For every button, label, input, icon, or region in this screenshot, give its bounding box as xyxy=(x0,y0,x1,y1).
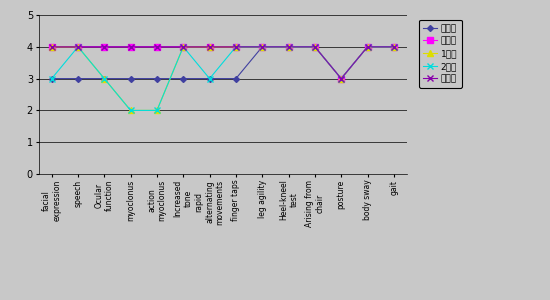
入院時 xyxy=(48,77,55,80)
1週間 xyxy=(127,109,134,112)
1週間 xyxy=(153,109,160,112)
治療前 xyxy=(48,45,55,49)
入院時 xyxy=(75,77,81,80)
1週間 xyxy=(48,45,55,49)
治療前 xyxy=(75,45,81,49)
2週間 xyxy=(48,77,55,80)
入院時 xyxy=(390,45,397,49)
Line: 1週間: 1週間 xyxy=(48,43,397,114)
入院時 xyxy=(259,45,266,49)
2週間 xyxy=(101,77,108,80)
2週間 xyxy=(338,77,344,80)
終了後 xyxy=(153,45,160,49)
1週間 xyxy=(390,45,397,49)
1週間 xyxy=(206,45,213,49)
2週間 xyxy=(259,45,266,49)
2週間 xyxy=(180,45,186,49)
治療前 xyxy=(233,45,239,49)
終了後 xyxy=(75,45,81,49)
Line: 2週間: 2週間 xyxy=(48,43,397,114)
終了後 xyxy=(311,45,318,49)
2週間 xyxy=(206,77,213,80)
2週間 xyxy=(233,45,239,49)
入院時 xyxy=(285,45,292,49)
終了後 xyxy=(285,45,292,49)
入院時 xyxy=(338,77,344,80)
1週間 xyxy=(233,45,239,49)
1週間 xyxy=(285,45,292,49)
2週間 xyxy=(364,45,371,49)
治療前 xyxy=(311,45,318,49)
入院時 xyxy=(206,77,213,80)
終了後 xyxy=(48,45,55,49)
2週間 xyxy=(153,109,160,112)
治療前 xyxy=(153,45,160,49)
1週間 xyxy=(101,77,108,80)
終了後 xyxy=(390,45,397,49)
治療前 xyxy=(101,45,108,49)
治療前 xyxy=(338,77,344,80)
終了後 xyxy=(233,45,239,49)
治療前 xyxy=(390,45,397,49)
治療前 xyxy=(364,45,371,49)
1週間 xyxy=(311,45,318,49)
Line: 終了後: 終了後 xyxy=(48,43,397,82)
治療前 xyxy=(285,45,292,49)
Line: 入院時: 入院時 xyxy=(50,45,396,81)
2週間 xyxy=(127,109,134,112)
治療前 xyxy=(259,45,266,49)
1週間 xyxy=(75,45,81,49)
終了後 xyxy=(101,45,108,49)
2週間 xyxy=(311,45,318,49)
1週間 xyxy=(338,77,344,80)
2週間 xyxy=(285,45,292,49)
Line: 治療前: 治療前 xyxy=(49,44,397,81)
終了後 xyxy=(259,45,266,49)
治療前 xyxy=(206,45,213,49)
終了後 xyxy=(338,77,344,80)
2週間 xyxy=(75,45,81,49)
1週間 xyxy=(180,45,186,49)
1週間 xyxy=(364,45,371,49)
治療前 xyxy=(180,45,186,49)
入院時 xyxy=(127,77,134,80)
Legend: 入院時, 治療前, 1週間, 2週間, 終了後: 入院時, 治療前, 1週間, 2週間, 終了後 xyxy=(419,20,461,88)
入院時 xyxy=(153,77,160,80)
終了後 xyxy=(180,45,186,49)
入院時 xyxy=(101,77,108,80)
1週間 xyxy=(259,45,266,49)
入院時 xyxy=(364,45,371,49)
終了後 xyxy=(127,45,134,49)
入院時 xyxy=(180,77,186,80)
入院時 xyxy=(233,77,239,80)
入院時 xyxy=(311,45,318,49)
終了後 xyxy=(364,45,371,49)
2週間 xyxy=(390,45,397,49)
終了後 xyxy=(206,45,213,49)
治療前 xyxy=(127,45,134,49)
